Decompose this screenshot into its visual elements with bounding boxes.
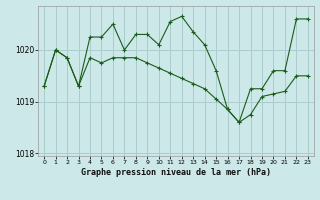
X-axis label: Graphe pression niveau de la mer (hPa): Graphe pression niveau de la mer (hPa) — [81, 168, 271, 177]
